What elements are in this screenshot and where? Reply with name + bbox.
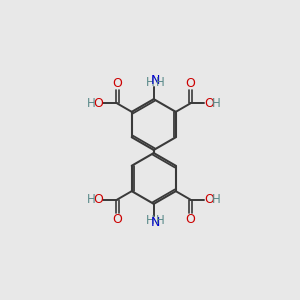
Text: H: H	[156, 76, 165, 89]
Text: H: H	[146, 214, 154, 227]
Text: O: O	[93, 97, 103, 110]
Text: O: O	[93, 193, 103, 206]
Text: H: H	[212, 193, 221, 206]
Text: O: O	[205, 97, 214, 110]
Text: H: H	[212, 97, 221, 110]
Text: H: H	[156, 214, 165, 227]
Text: O: O	[112, 213, 122, 226]
Text: O: O	[112, 77, 122, 90]
Text: H: H	[146, 76, 154, 89]
Text: O: O	[205, 193, 214, 206]
Text: O: O	[185, 213, 195, 226]
Text: O: O	[185, 77, 195, 90]
Text: H: H	[86, 193, 95, 206]
Text: N: N	[151, 74, 160, 87]
Text: H: H	[86, 97, 95, 110]
Text: N: N	[151, 216, 160, 229]
